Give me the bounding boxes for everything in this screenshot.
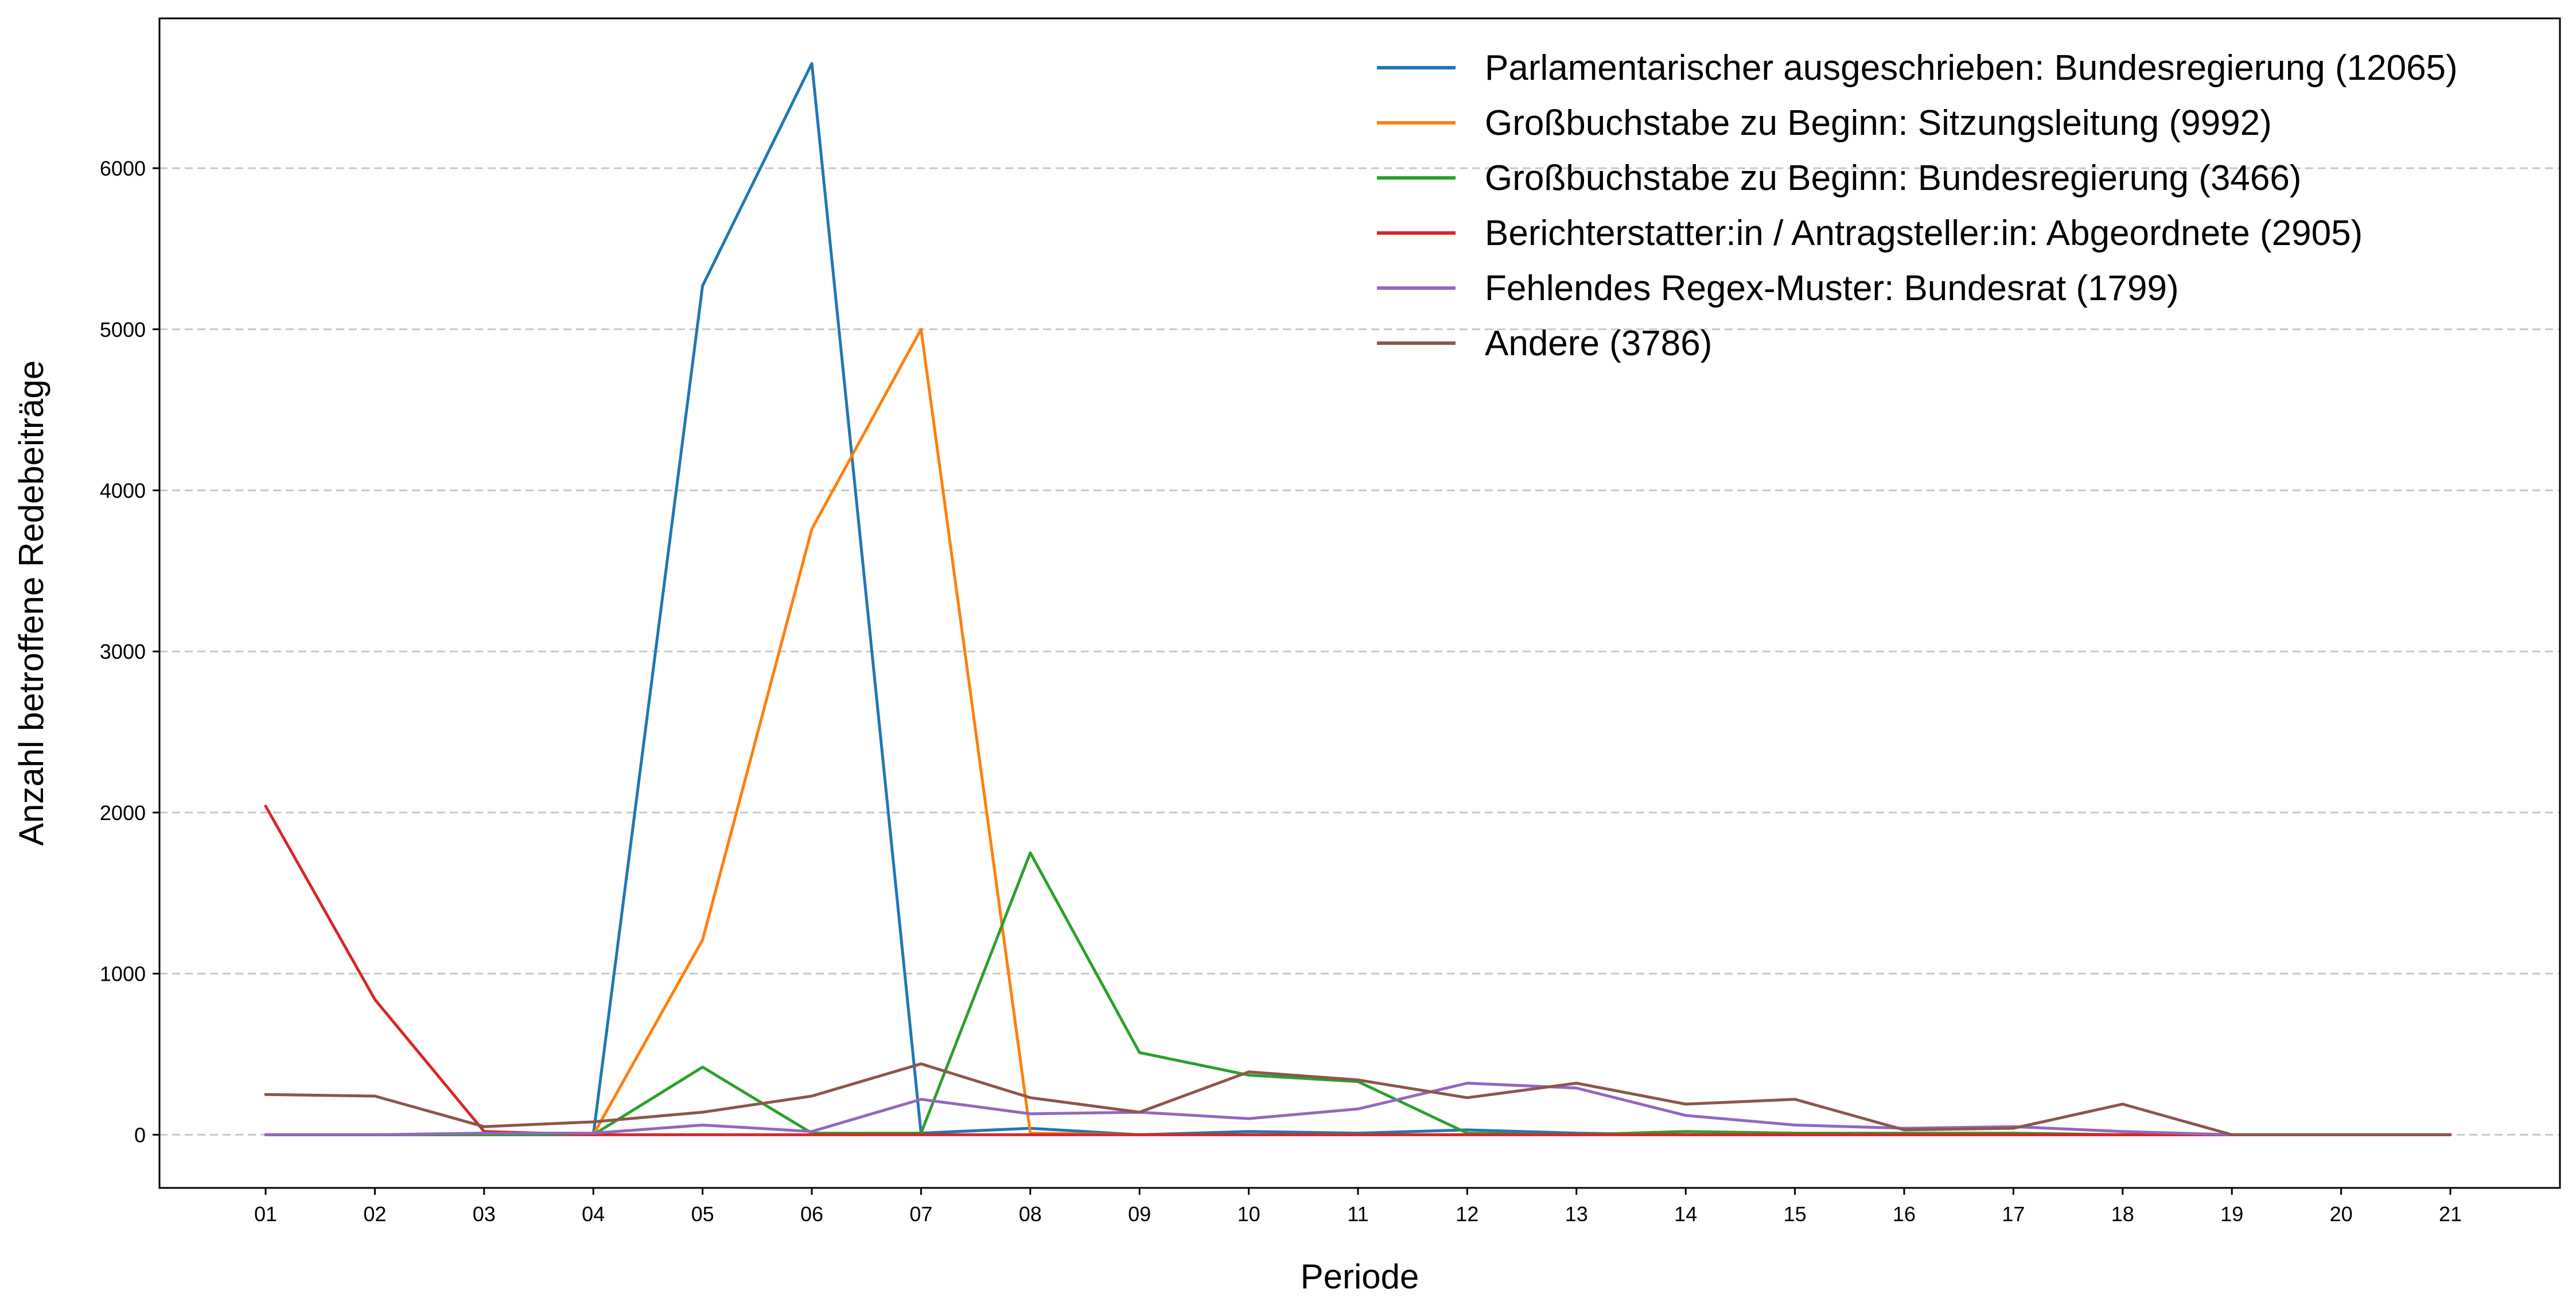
x-tick-label: 08	[1019, 1202, 1042, 1226]
legend-entry: Fehlendes Regex-Muster: Bundesrat (1799)	[1377, 269, 2179, 308]
axis-ticks: 0 1000 2000 3000 4000 5000 6000 01 02 03 04 05 06 07 0…	[100, 157, 2462, 1226]
x-tick-label: 14	[1674, 1202, 1697, 1226]
x-tick-label: 15	[1784, 1202, 1807, 1226]
legend-entry: Berichterstatter:in / Antragsteller:in: …	[1377, 213, 2363, 253]
legend-entry: Großbuchstabe zu Beginn: Bundesregierung…	[1377, 158, 2301, 198]
x-tick-label: 21	[2439, 1202, 2462, 1226]
legend-entry: Parlamentarischer ausgeschrieben: Bundes…	[1377, 48, 2458, 88]
legend-label: Fehlendes Regex-Muster: Bundesrat (1799)	[1485, 269, 2179, 308]
x-tick-label: 12	[1456, 1202, 1478, 1226]
y-tick-label: 0	[134, 1123, 146, 1147]
y-tick-label: 6000	[100, 157, 146, 180]
x-axis-label: Periode	[1301, 1257, 1419, 1296]
x-tick-label: 19	[2220, 1202, 2243, 1226]
x-tick-label: 06	[800, 1202, 823, 1226]
y-axis-label: Anzahl betroffene Redebeiträge	[12, 360, 50, 846]
legend-label: Großbuchstabe zu Beginn: Sitzungsleitung…	[1485, 103, 2272, 143]
legend-label: Berichterstatter:in / Antragsteller:in: …	[1485, 213, 2363, 253]
x-tick-label: 03	[473, 1202, 496, 1226]
series-line-5	[264, 1082, 2452, 1136]
x-tick-label: 13	[1565, 1202, 1588, 1226]
legend-label: Großbuchstabe zu Beginn: Bundesregierung…	[1485, 158, 2301, 198]
series-lines	[264, 62, 2452, 1136]
x-tick-label: 18	[2111, 1202, 2134, 1226]
plot-frame	[158, 17, 2561, 1189]
x-tick-label: 17	[2002, 1202, 2025, 1226]
x-tick-label: 11	[1347, 1202, 1368, 1226]
legend-entry: Andere (3786)	[1377, 324, 1712, 363]
x-tick-label: 07	[909, 1202, 932, 1226]
series-line-4	[264, 805, 2452, 1136]
y-tick-label: 1000	[100, 962, 146, 986]
x-tick-label: 04	[582, 1202, 605, 1226]
y-tick-label: 4000	[100, 479, 146, 502]
y-tick-label: 3000	[100, 640, 146, 663]
y-tick-label: 5000	[100, 318, 146, 341]
x-tick-label: 02	[363, 1202, 386, 1226]
x-tick-label: 05	[691, 1202, 714, 1226]
x-tick-label: 09	[1128, 1202, 1151, 1226]
legend-entry: Großbuchstabe zu Beginn: Sitzungsleitung…	[1377, 103, 2272, 143]
x-tick-label: 10	[1238, 1202, 1260, 1226]
x-tick-label: 16	[1893, 1202, 1916, 1226]
x-tick-label: 20	[2330, 1202, 2353, 1226]
legend-label: Andere (3786)	[1485, 324, 1712, 363]
legend-label: Parlamentarischer ausgeschrieben: Bundes…	[1485, 48, 2458, 88]
x-tick-label: 01	[254, 1202, 277, 1226]
legend: Parlamentarischer ausgeschrieben: Bundes…	[1377, 48, 2458, 363]
y-tick-label: 2000	[100, 801, 146, 825]
series-line-6	[264, 1062, 2452, 1136]
